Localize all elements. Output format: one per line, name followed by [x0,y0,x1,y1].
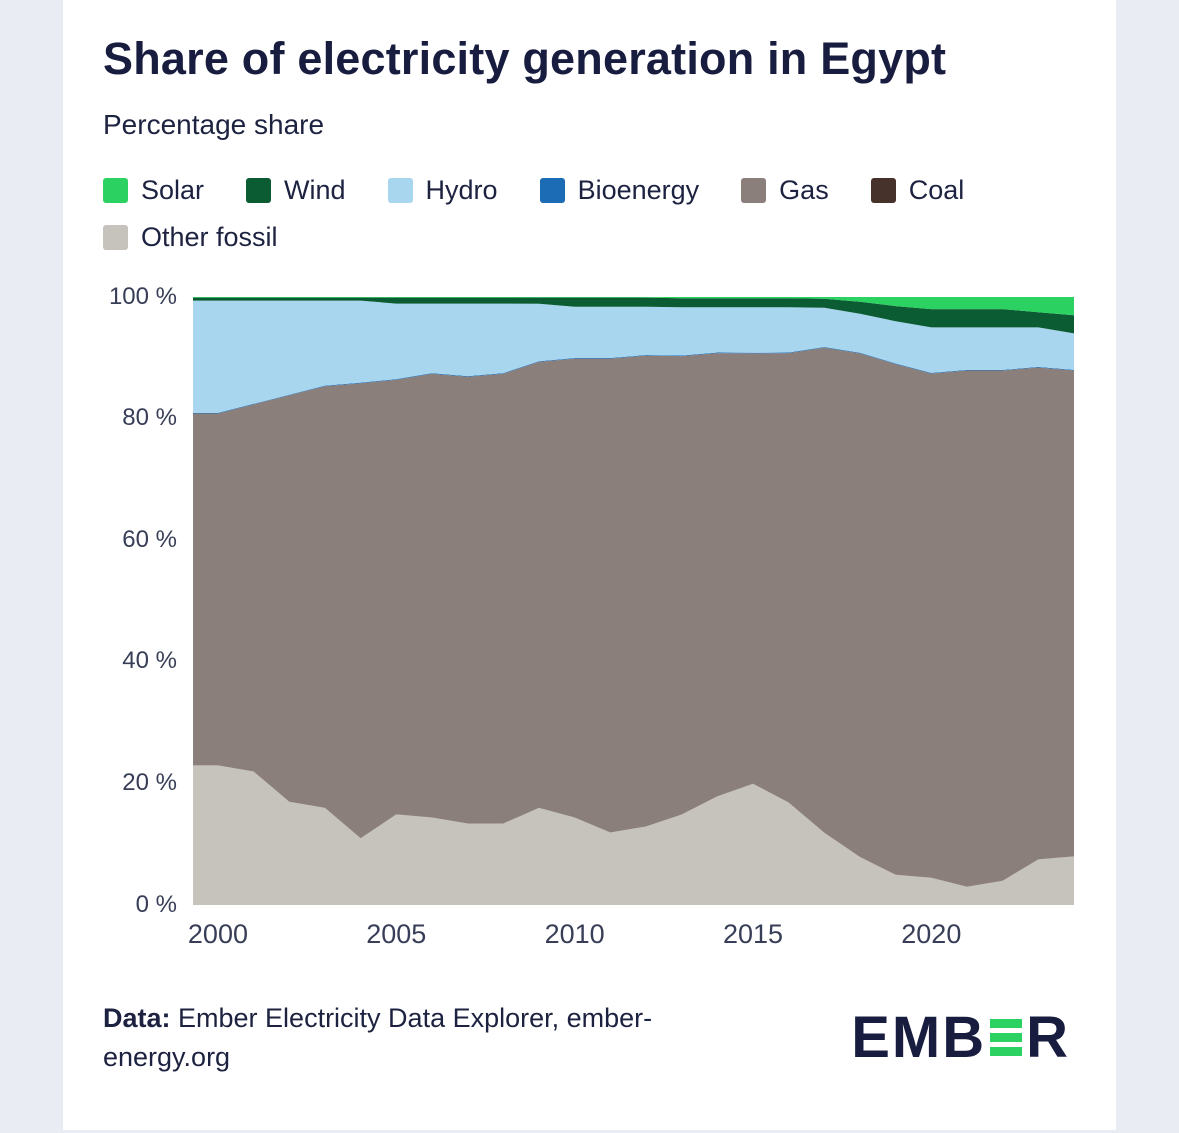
ember-logo-suffix: R [1026,1004,1070,1070]
y-axis-tick-label: 20 % [122,768,177,796]
legend-swatch-icon [387,177,413,203]
legend-item-hydro[interactable]: Hydro [387,174,498,206]
legend-label: Bioenergy [577,174,700,205]
logo-bar [990,1019,1023,1029]
chart-legend: Solar Wind Hydro Bioenergy Gas Coal Other foss… [103,175,1074,253]
stacked-area-chart: 100 % 80 % 60 % 40 % 20 % 0 % 2000 2005 2010 201… [103,283,1074,953]
chart-card: Share of electricity generation in Egypt… [63,0,1116,1130]
area-series-gas [193,347,1074,887]
x-axis-tick-label: 2020 [901,918,962,949]
legend-label: Hydro [425,174,498,205]
legend-swatch-icon [741,177,767,203]
legend-label: Gas [779,174,829,205]
legend-swatch-icon [103,224,128,250]
y-axis-tick-label: 80 % [122,404,177,432]
chart-footer: Data: Ember Electricity Data Explorer, e… [103,999,1074,1077]
y-axis: 100 % 80 % 60 % 40 % 20 % 0 % [103,283,193,918]
area-series-solar [193,296,1074,315]
plot-area [193,296,1074,905]
legend-label: Solar [141,174,205,205]
y-axis-tick-label: 60 % [122,525,177,553]
x-axis: 2000 2005 2010 2015 2020 [188,905,1074,953]
legend-item-bioenergy[interactable]: Bioenergy [539,174,700,206]
legend-swatch-icon [246,177,272,203]
x-axis-tick-label: 2010 [544,918,605,949]
ember-logo-prefix: EMB [851,1004,987,1070]
y-axis-tick-label: 40 % [122,647,177,675]
legend-label: Wind [284,174,346,205]
data-source-value: Ember Electricity Data Explorer, ember-e… [103,1002,653,1072]
chart-subtitle: Percentage share [103,108,325,140]
logo-bar [990,1033,1023,1043]
legend-swatch-icon [870,177,896,203]
legend-item-solar[interactable]: Solar [103,175,204,206]
area-chart-svg [193,296,1074,905]
legend-swatch-icon [103,177,128,203]
x-axis-tick-label: 2015 [722,918,784,949]
legend-item-coal[interactable]: Coal [870,174,965,206]
area-series-wind [193,297,1074,333]
ember-logo: EMB R [851,1004,1070,1070]
y-axis-tick-label: 100 % [108,282,177,310]
data-source-text: Data: Ember Electricity Data Explorer, e… [103,999,773,1077]
page-title: Share of electricity generation in Egypt [103,33,947,84]
legend-swatch-icon [539,177,565,203]
legend-item-gas[interactable]: Gas [741,175,829,206]
y-axis-tick-label: 0 % [135,890,177,918]
logo-bar [990,1047,1023,1057]
ember-logo-e-bars-icon [990,1019,1023,1057]
area-series-hydro [193,300,1074,413]
legend-label: Other fossil [141,221,278,252]
data-source-label: Data: [103,1002,171,1033]
legend-item-wind[interactable]: Wind [246,175,346,206]
legend-item-other-fossil[interactable]: Other fossil [103,222,278,253]
area-series-other-fossil [193,764,1074,905]
x-axis-tick-label: 2005 [366,918,427,949]
plot-column: 2000 2005 2010 2015 2020 [188,296,1074,953]
legend-label: Coal [908,174,965,205]
x-axis-tick-label: 2000 [187,918,248,949]
